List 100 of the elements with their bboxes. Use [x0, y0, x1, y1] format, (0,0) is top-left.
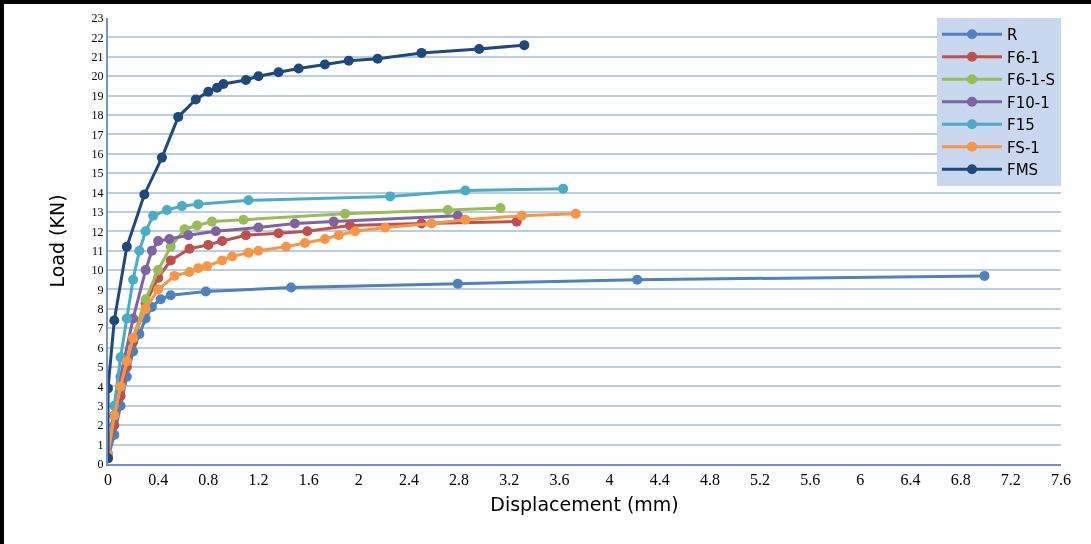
point: [217, 255, 228, 266]
point: [202, 261, 213, 272]
point: [153, 236, 164, 246]
x-tick-label: 1.6: [298, 471, 319, 489]
x-tick-label: 6.8: [950, 471, 971, 489]
y-tick-label: 6: [97, 340, 104, 355]
y-tick-label: 1: [97, 437, 104, 452]
y-tick-label: 7: [97, 321, 104, 336]
point: [183, 230, 194, 241]
y-tick-label: 10: [91, 263, 104, 278]
y-tick-label: 23: [91, 11, 104, 26]
point: [148, 210, 159, 221]
point: [165, 255, 176, 266]
point: [289, 218, 300, 229]
point: [203, 239, 214, 250]
x-axis-title: Displacement (mm): [490, 492, 679, 515]
y-tick-label: 2: [97, 418, 104, 433]
point: [516, 210, 527, 221]
y-tick-label: 0: [97, 457, 104, 472]
point: [319, 234, 330, 245]
point: [243, 247, 254, 258]
x-tick-label: 4.8: [699, 471, 720, 489]
point: [243, 195, 254, 206]
point: [139, 189, 150, 200]
y-tick-label: 22: [91, 30, 104, 45]
x-tick-label: 7.6: [1051, 471, 1071, 489]
y-tick-label: 11: [92, 243, 104, 258]
point: [156, 152, 167, 163]
y-tick-label: 12: [91, 224, 104, 239]
x-tick-label: 1.2: [248, 471, 269, 489]
y-tick-label: 9: [97, 282, 104, 297]
point: [161, 204, 172, 215]
x-tick-label: 2.8: [449, 471, 470, 489]
point: [372, 53, 383, 64]
point: [333, 230, 344, 241]
point: [495, 203, 506, 214]
x-tick-label: 7.2: [1000, 471, 1021, 489]
y-tick-label: 8: [97, 302, 104, 317]
point: [558, 183, 569, 194]
point: [203, 86, 214, 97]
point: [302, 226, 313, 237]
point: [121, 356, 132, 367]
legend-label: F6-1: [1007, 48, 1041, 67]
y-tick-label: 16: [91, 146, 104, 161]
x-tick-label: 3.2: [499, 471, 520, 489]
point: [253, 71, 264, 82]
y-tick-label: 15: [91, 166, 104, 181]
point: [193, 199, 204, 210]
point: [190, 94, 201, 105]
point: [155, 294, 166, 305]
point: [227, 251, 238, 262]
point: [319, 59, 330, 70]
point: [286, 282, 297, 293]
legend-label: F6-1-S: [1007, 71, 1056, 90]
x-tick-label: 3.6: [549, 471, 570, 489]
x-tick-label: 6.4: [900, 471, 921, 489]
point: [109, 315, 120, 326]
x-tick-label: 4: [605, 471, 614, 489]
point: [200, 286, 211, 297]
point: [193, 263, 204, 274]
point: [380, 222, 391, 233]
point: [442, 204, 453, 215]
point: [169, 270, 180, 281]
legend-label: FS-1: [1007, 138, 1040, 157]
point: [460, 214, 471, 225]
point: [240, 230, 251, 241]
point: [385, 191, 396, 202]
point: [128, 274, 139, 285]
y-tick-label: 20: [91, 69, 104, 84]
point: [121, 241, 132, 252]
y-tick-label: 13: [91, 205, 104, 220]
point: [273, 67, 284, 78]
point: [519, 40, 530, 51]
point: [140, 294, 151, 305]
y-tick-label: 18: [91, 108, 104, 123]
y-tick-label: 5: [97, 360, 104, 375]
point: [173, 111, 184, 122]
y-tick-label: 21: [91, 49, 104, 64]
y-tick-label: 3: [97, 399, 104, 414]
point: [146, 245, 157, 256]
y-tick-label: 4: [97, 379, 104, 394]
point: [207, 216, 218, 227]
point: [184, 243, 195, 254]
point: [426, 218, 437, 229]
point: [192, 220, 203, 231]
point: [240, 75, 251, 86]
point: [153, 265, 164, 276]
x-tick-label: 2: [354, 471, 363, 489]
point: [140, 226, 151, 237]
y-tick-label: 14: [91, 185, 104, 200]
point: [474, 44, 485, 55]
point: [273, 228, 284, 239]
point: [217, 236, 228, 246]
x-tick-label: 4.4: [649, 471, 670, 489]
point: [343, 55, 354, 66]
legend-label: FMS: [1007, 161, 1039, 180]
y-tick-label: 19: [91, 88, 104, 103]
point: [253, 245, 264, 256]
point: [218, 78, 229, 89]
x-tick-label: 2.4: [398, 471, 419, 489]
